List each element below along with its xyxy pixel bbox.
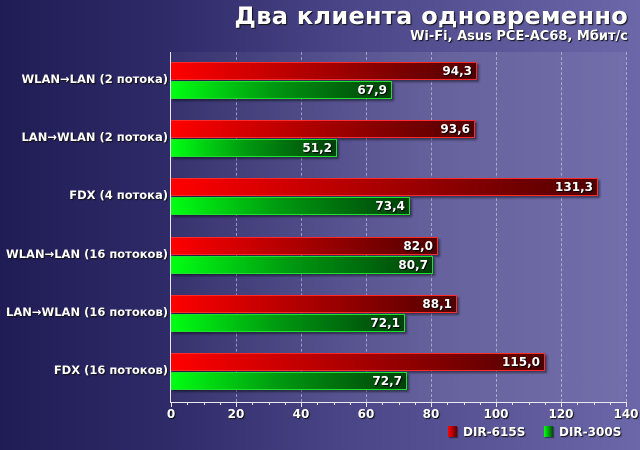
category-label: WLAN→LAN (16 потоков) — [6, 246, 168, 261]
bar-value-label: 73,4 — [375, 199, 405, 213]
x-tick-label: 40 — [292, 407, 310, 421]
x-tick — [399, 402, 400, 405]
bar-value-label: 115,0 — [502, 355, 540, 369]
bar-value-label: 72,1 — [370, 316, 400, 330]
chart-subtitle: Wi-Fi, Asus PCE-AC68, Мбит/с — [410, 29, 628, 44]
x-tick — [350, 402, 351, 405]
x-tick — [382, 402, 383, 405]
gridline — [236, 52, 237, 402]
x-tick — [464, 402, 465, 405]
x-tick — [317, 402, 318, 405]
x-tick — [577, 402, 578, 405]
bar-dir-300s: 80,7 — [171, 256, 433, 274]
bar-value-label: 94,3 — [442, 64, 472, 78]
x-tick — [220, 402, 221, 405]
x-tick-label: 60 — [357, 407, 375, 421]
x-tick — [171, 402, 172, 407]
bar-dir-615s: 131,3 — [171, 178, 598, 196]
bar-value-label: 88,1 — [422, 297, 452, 311]
x-tick — [431, 402, 432, 407]
bar-dir-300s: 72,1 — [171, 314, 405, 332]
x-tick — [594, 402, 595, 405]
gridline — [301, 52, 302, 402]
bar-value-label: 72,7 — [372, 374, 402, 388]
bar-dir-300s: 72,7 — [171, 372, 407, 390]
x-tick-label: 120 — [548, 407, 574, 421]
bar-value-label: 93,6 — [440, 122, 470, 136]
gridline — [496, 52, 497, 402]
x-tick — [529, 402, 530, 405]
x-tick — [252, 402, 253, 405]
bar-value-label: 80,7 — [398, 258, 428, 272]
x-tick-label: 80 — [422, 407, 440, 421]
x-tick — [285, 402, 286, 405]
x-tick — [545, 402, 546, 405]
x-tick — [480, 402, 481, 405]
bar-dir-300s: 51,2 — [171, 139, 337, 157]
bar-value-label: 67,9 — [357, 83, 387, 97]
bar-value-label: 82,0 — [403, 239, 433, 253]
x-tick — [561, 402, 562, 407]
x-tick — [512, 402, 513, 405]
category-label: FDX (4 потока) — [69, 188, 168, 203]
x-tick — [269, 402, 270, 405]
gridline — [366, 52, 367, 402]
x-tick — [415, 402, 416, 405]
plot-area — [171, 52, 626, 402]
legend-label-dir300s: DIR-300S — [559, 425, 622, 439]
gridline — [561, 52, 562, 402]
y-axis — [170, 52, 171, 403]
x-tick — [610, 402, 611, 405]
x-tick — [334, 402, 335, 405]
chart-title: Два клиента одновременно — [234, 2, 628, 30]
legend-swatch-dir300s — [544, 426, 553, 437]
bar-dir-615s: 94,3 — [171, 62, 477, 80]
x-tick — [626, 402, 627, 407]
bar-dir-615s: 93,6 — [171, 120, 475, 138]
bar-value-label: 51,2 — [302, 141, 332, 155]
x-tick — [301, 402, 302, 407]
x-tick — [236, 402, 237, 407]
category-label: LAN→WLAN (16 потоков) — [6, 304, 168, 319]
x-tick — [187, 402, 188, 405]
x-tick — [496, 402, 497, 407]
x-tick-label: 100 — [483, 407, 509, 421]
x-axis — [170, 402, 627, 403]
gridline — [431, 52, 432, 402]
legend-swatch-dir615s — [448, 426, 457, 437]
x-tick-label: 20 — [227, 407, 245, 421]
bar-dir-615s: 88,1 — [171, 295, 457, 313]
bar-value-label: 131,3 — [555, 180, 593, 194]
x-tick-label: 140 — [613, 407, 639, 421]
x-tick-label: 0 — [166, 407, 176, 421]
bar-dir-300s: 73,4 — [171, 197, 410, 215]
x-tick — [204, 402, 205, 405]
gridline — [626, 52, 627, 402]
bar-dir-615s: 82,0 — [171, 237, 438, 255]
bar-dir-300s: 67,9 — [171, 81, 392, 99]
bar-dir-615s: 115,0 — [171, 353, 545, 371]
category-label: WLAN→LAN (2 потока) — [21, 72, 168, 86]
legend-label-dir615s: DIR-615S — [463, 425, 526, 439]
x-tick — [447, 402, 448, 405]
category-label: FDX (16 потоков) — [53, 363, 168, 377]
category-label: LAN→WLAN (2 потока) — [21, 130, 168, 145]
x-tick — [366, 402, 367, 407]
